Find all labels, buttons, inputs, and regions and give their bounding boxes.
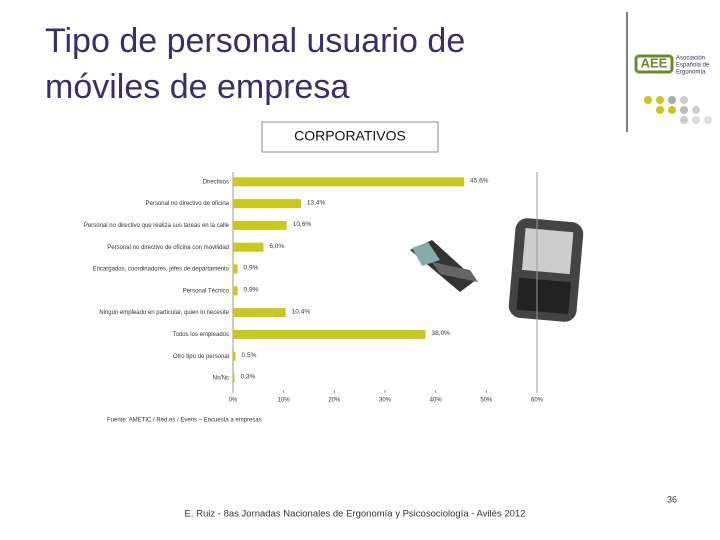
footer: E. Ruiz - 8as Jornadas Nacionales de Erg… bbox=[185, 509, 526, 520]
svg-text:AEE: AEE bbox=[641, 55, 668, 70]
data-label: 10,6% bbox=[293, 221, 312, 228]
bar bbox=[233, 177, 465, 187]
x-tick-label: 10% bbox=[278, 398, 291, 404]
bar bbox=[233, 264, 238, 274]
y-tick-label: Directivos bbox=[203, 179, 229, 185]
logo-text: Ergonomía bbox=[676, 70, 706, 76]
x-tick-label: 50% bbox=[480, 398, 493, 404]
bar bbox=[233, 286, 238, 296]
logo-text: Española de bbox=[676, 63, 710, 69]
bar bbox=[233, 220, 287, 230]
data-label: 6,0% bbox=[269, 243, 284, 250]
phone-qwerty bbox=[508, 218, 584, 322]
y-tick-label: Personal no directivo de oficina bbox=[146, 201, 230, 207]
y-tick-label: Todos los empleados bbox=[173, 332, 229, 338]
x-tick-label: 60% bbox=[531, 398, 544, 404]
chart-title-box bbox=[261, 121, 439, 153]
data-label: 45,6% bbox=[470, 178, 489, 185]
data-label: 13,4% bbox=[307, 199, 326, 206]
bar bbox=[233, 242, 264, 252]
bar bbox=[233, 373, 235, 383]
page-number: 36 bbox=[667, 494, 677, 504]
y-tick-label: Personal no directivo de oficina con mov… bbox=[107, 245, 229, 251]
data-label: 0,3% bbox=[241, 374, 256, 381]
data-label: 0,9% bbox=[244, 265, 259, 272]
slide-title: Tipo de personal usuario de móviles de e… bbox=[45, 22, 466, 106]
logo: AEE Asociación Española de Ergonomía bbox=[634, 54, 712, 124]
x-tick-label: 30% bbox=[379, 398, 392, 404]
bar bbox=[233, 199, 301, 209]
y-tick-label: Personal no directivo que realiza sus ta… bbox=[84, 223, 230, 229]
x-tick-label: 0% bbox=[229, 398, 238, 404]
bar bbox=[233, 329, 426, 339]
phone-flip bbox=[410, 240, 478, 292]
y-tick-label: Ns/Nc bbox=[213, 376, 229, 382]
data-label: 38,0% bbox=[432, 330, 451, 337]
x-tick-label: 40% bbox=[430, 398, 443, 404]
data-label: 0,9% bbox=[244, 287, 259, 294]
x-tick-label: 20% bbox=[328, 398, 341, 404]
y-tick-label: Ningún empleado en particular, quien lo … bbox=[99, 310, 229, 316]
data-label: 10,4% bbox=[292, 308, 311, 315]
bar bbox=[233, 308, 286, 318]
y-tick-label: Encargados, coordinadores, jefes de depa… bbox=[93, 267, 230, 273]
y-tick-label: Personal Técnico bbox=[183, 288, 230, 294]
y-tick-label: Otro tipo de personal bbox=[173, 354, 229, 360]
chart-title: CORPORATIVOS bbox=[294, 128, 406, 144]
data-label: 0,5% bbox=[242, 352, 257, 359]
bar bbox=[233, 351, 236, 361]
logo-text: Asociación bbox=[676, 56, 705, 62]
source: Fuente: AMETIC / Red.es / Everis – Encue… bbox=[107, 418, 262, 424]
